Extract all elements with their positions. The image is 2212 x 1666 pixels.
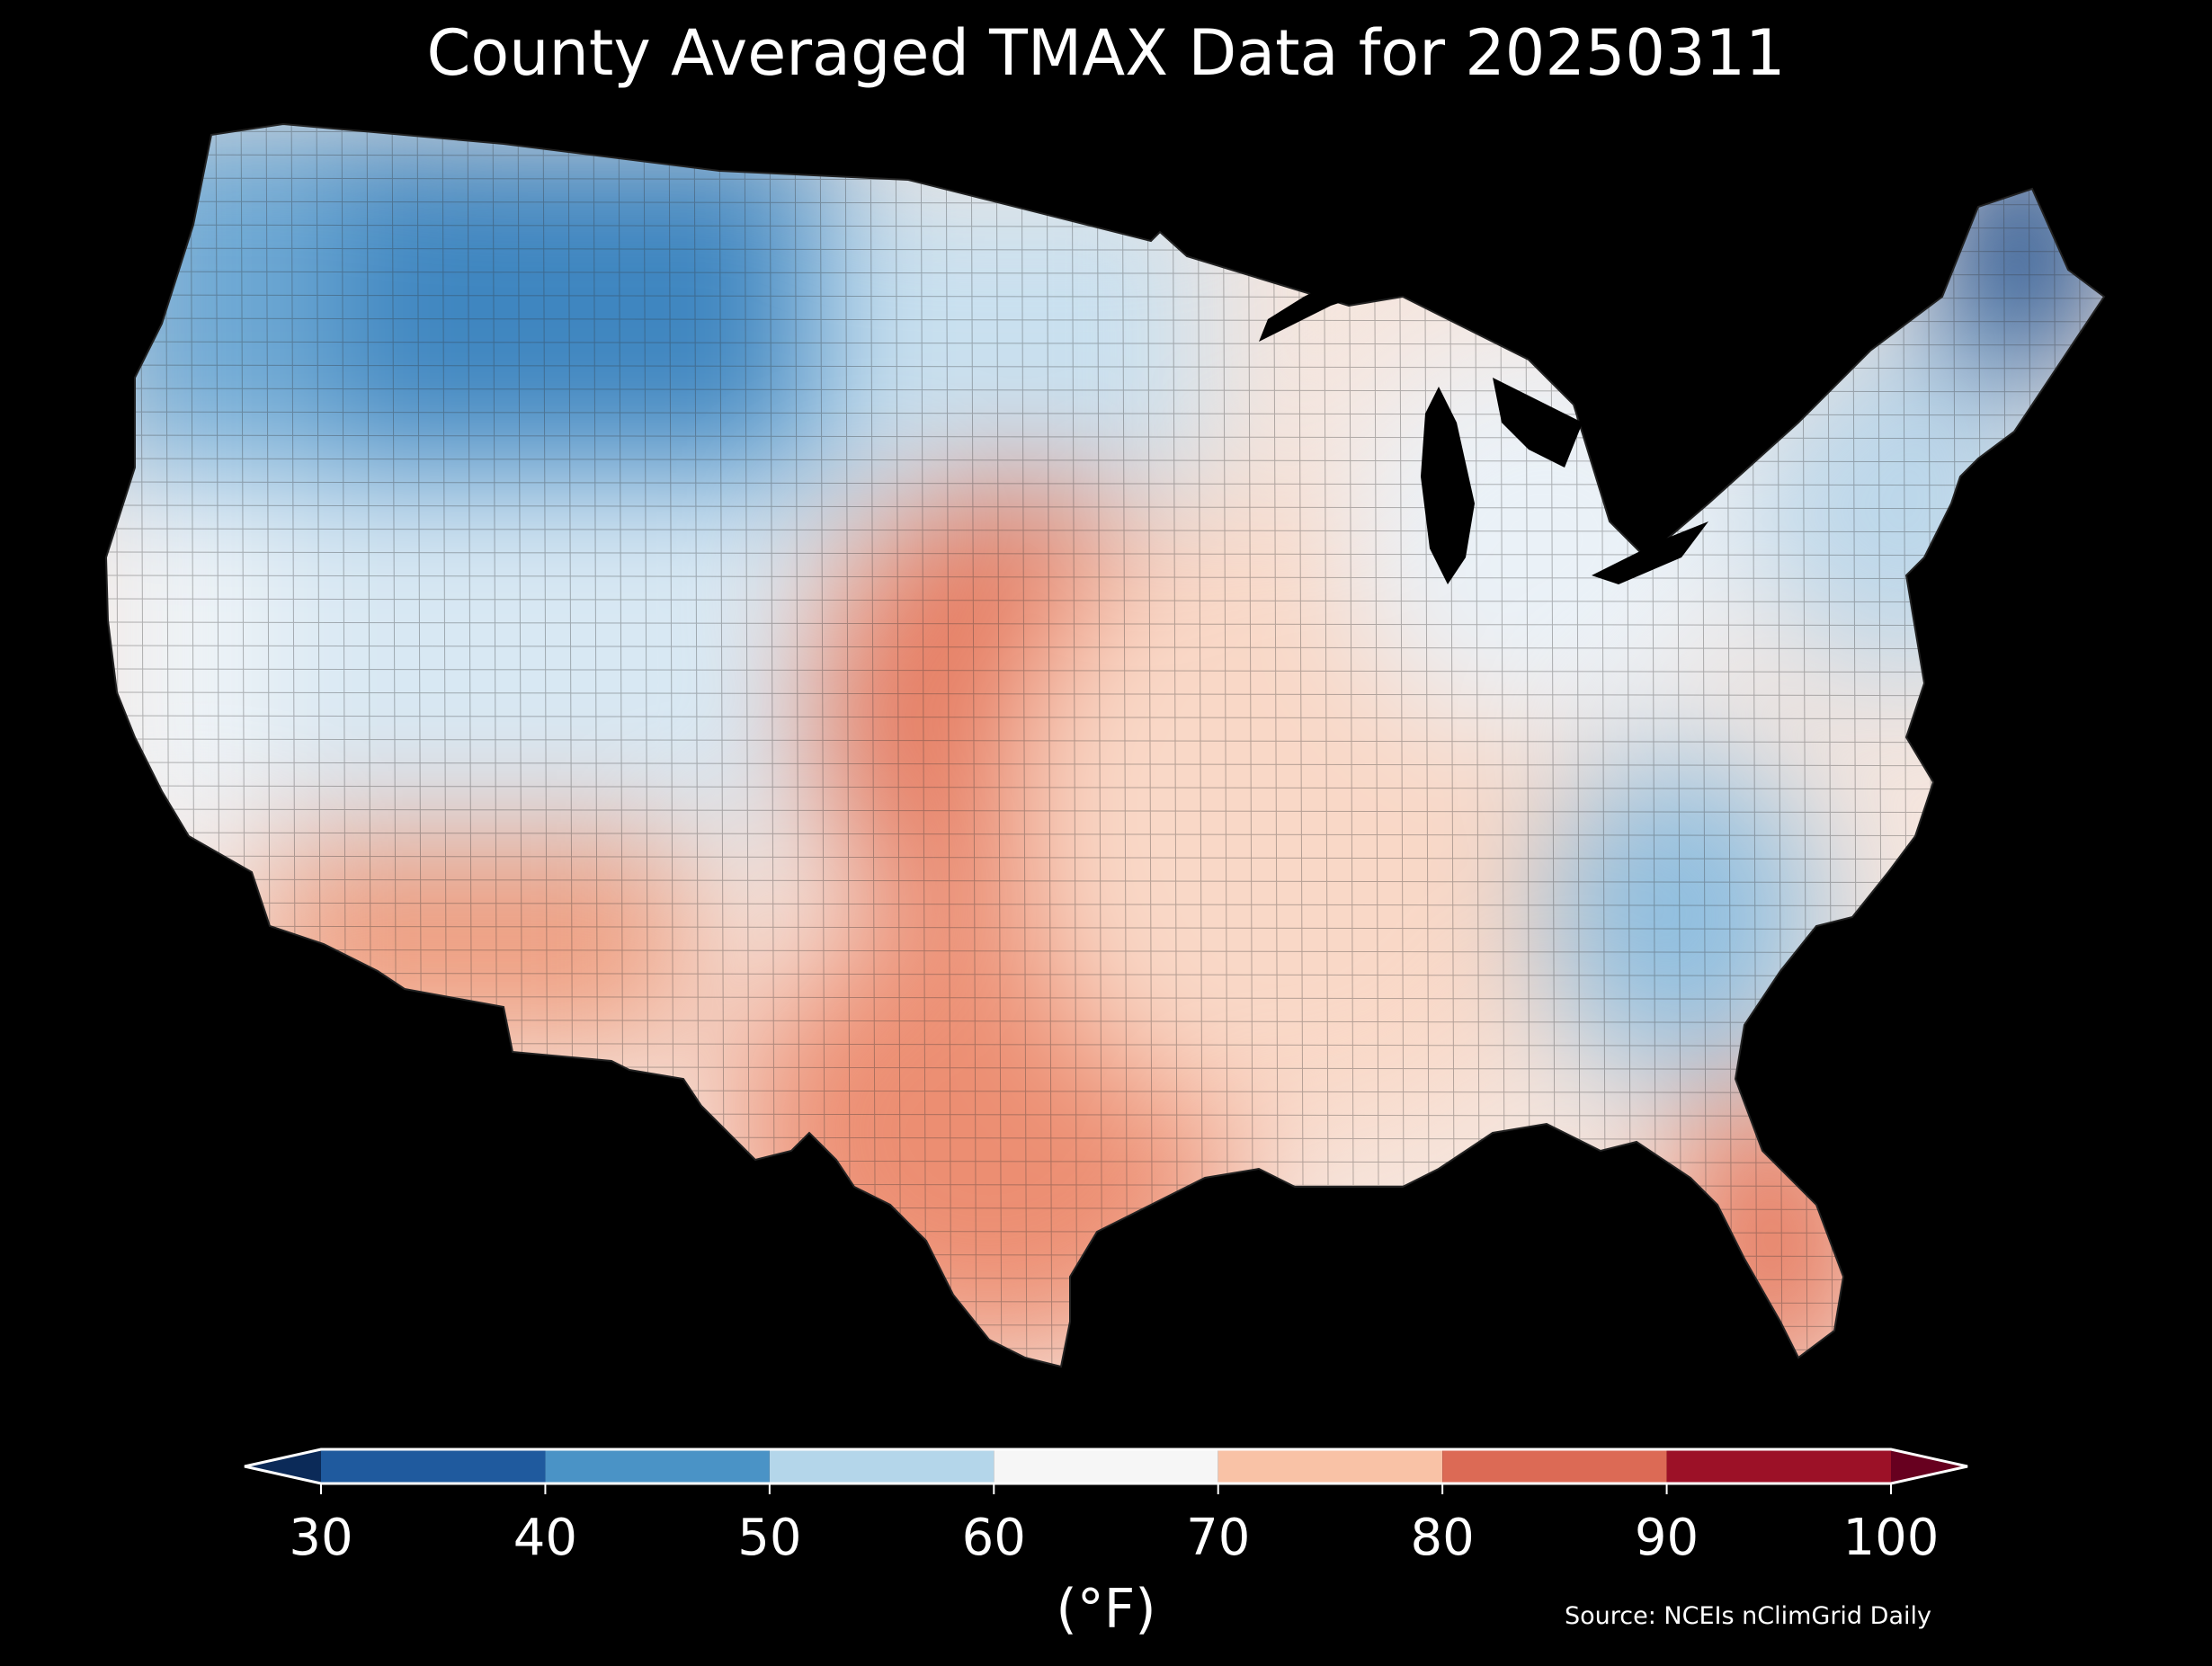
colorbar-bin-40-50 — [545, 1449, 770, 1483]
colorbar-under-arrow — [245, 1449, 321, 1483]
colorbar-bin-90-100 — [1666, 1449, 1891, 1483]
region-southeast-appalachia — [1547, 755, 1816, 1079]
colorbar-tick-label: 100 — [1842, 1509, 1940, 1567]
colorbar-tick-label: 40 — [513, 1509, 578, 1567]
colorbar-bin-60-70 — [994, 1449, 1218, 1483]
colorbar-tick-label: 30 — [289, 1509, 353, 1567]
colorbar-over-arrow — [1891, 1449, 1967, 1483]
map-title: County Averaged TMAX Data for 20250311 — [426, 16, 1786, 90]
source-credit: Source: NCEIs nClimGrid Daily — [1565, 1602, 1931, 1630]
great-lakes — [1259, 270, 1708, 584]
lake-huron — [1493, 378, 1583, 468]
colorbar-bin-30-40 — [321, 1449, 546, 1483]
colorbar-tick-label: 80 — [1410, 1509, 1475, 1567]
region-northeast — [1753, 324, 2059, 683]
colorbar-bin-80-90 — [1442, 1449, 1667, 1483]
region-northern-rockies — [342, 135, 845, 521]
colorbar-tick-label: 60 — [961, 1509, 1026, 1567]
colorbar-bin-50-60 — [769, 1449, 995, 1483]
colorbar-bin-70-80 — [1217, 1449, 1443, 1483]
lake-erie — [1592, 521, 1708, 584]
colorbar — [244, 1448, 1968, 1494]
lake-michigan — [1421, 387, 1475, 584]
colorbar-unit-label: (°F) — [1056, 1578, 1156, 1641]
colorbar-tick-label: 70 — [1186, 1509, 1251, 1567]
region-great-basin — [252, 468, 809, 845]
region-california-coast — [106, 468, 279, 854]
colorbar-tick-label: 90 — [1634, 1509, 1699, 1567]
region-florida — [1672, 1088, 1870, 1367]
lake-superior — [1259, 270, 1385, 342]
colorbar-tick-label: 50 — [737, 1509, 802, 1567]
region-desert-southwest — [270, 836, 683, 1043]
region-northern-plains — [809, 180, 1205, 503]
